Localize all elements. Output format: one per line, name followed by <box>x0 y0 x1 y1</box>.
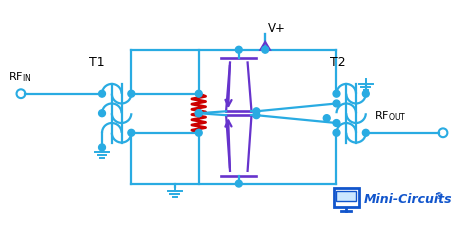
Circle shape <box>333 90 340 97</box>
Circle shape <box>253 112 260 119</box>
Circle shape <box>333 100 340 107</box>
Circle shape <box>262 46 269 53</box>
FancyBboxPatch shape <box>334 188 359 207</box>
Circle shape <box>99 110 105 117</box>
Circle shape <box>253 108 260 115</box>
Circle shape <box>195 110 202 117</box>
Circle shape <box>333 120 340 126</box>
Circle shape <box>333 129 340 136</box>
Text: Mini-Circuits: Mini-Circuits <box>364 193 453 206</box>
Text: $\mathrm{RF_{IN}}$: $\mathrm{RF_{IN}}$ <box>8 70 32 84</box>
Text: $\mathrm{RF_{OUT}}$: $\mathrm{RF_{OUT}}$ <box>374 109 406 123</box>
Circle shape <box>128 90 135 97</box>
FancyBboxPatch shape <box>337 191 356 201</box>
Text: T2: T2 <box>329 56 345 69</box>
Circle shape <box>236 180 242 187</box>
Circle shape <box>195 90 202 97</box>
Circle shape <box>99 90 105 97</box>
Text: ®: ® <box>435 192 443 201</box>
Circle shape <box>323 115 330 122</box>
Circle shape <box>99 144 105 151</box>
Text: T1: T1 <box>89 56 105 69</box>
Circle shape <box>195 129 202 136</box>
Circle shape <box>128 129 135 136</box>
Text: V+: V+ <box>268 22 286 35</box>
Circle shape <box>195 110 202 117</box>
Circle shape <box>363 129 369 136</box>
Circle shape <box>236 46 242 53</box>
Circle shape <box>363 90 369 97</box>
